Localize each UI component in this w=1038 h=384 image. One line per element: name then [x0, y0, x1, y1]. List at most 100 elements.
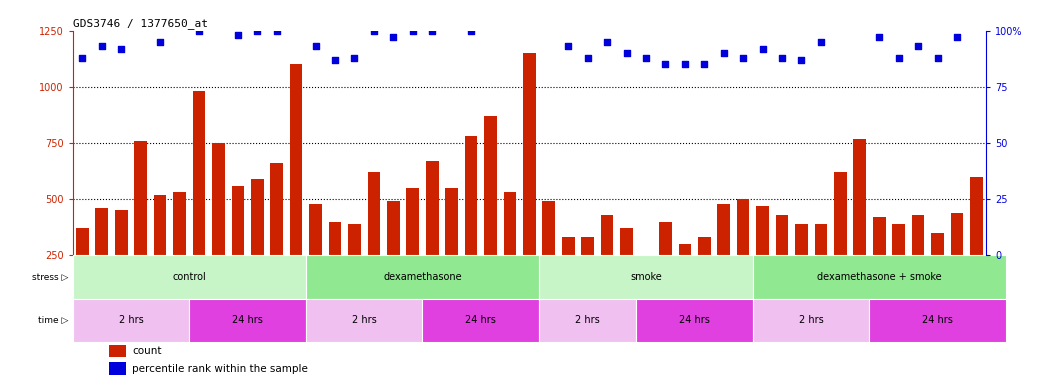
- Bar: [271, 163, 283, 311]
- Text: stress ▷: stress ▷: [32, 273, 69, 281]
- Bar: [971, 177, 983, 311]
- Text: 2 hrs: 2 hrs: [352, 315, 377, 325]
- Bar: [387, 202, 400, 311]
- Point: [657, 61, 674, 68]
- Text: 24 hrs: 24 hrs: [233, 315, 263, 325]
- Bar: [853, 139, 866, 311]
- Bar: [407, 188, 419, 311]
- Text: 24 hrs: 24 hrs: [465, 315, 496, 325]
- Text: 24 hrs: 24 hrs: [679, 315, 710, 325]
- Bar: [484, 116, 497, 311]
- Bar: [543, 202, 555, 311]
- Point: [269, 28, 285, 34]
- Point: [229, 32, 246, 38]
- Bar: [737, 199, 749, 311]
- Bar: [367, 172, 380, 311]
- Text: percentile rank within the sample: percentile rank within the sample: [132, 364, 308, 374]
- Bar: [873, 217, 885, 311]
- Bar: [951, 213, 963, 311]
- Bar: [659, 222, 672, 311]
- Bar: [698, 237, 711, 311]
- Bar: [775, 215, 788, 311]
- Bar: [795, 224, 808, 311]
- Bar: [539, 299, 636, 342]
- Bar: [115, 210, 128, 311]
- Bar: [757, 206, 769, 311]
- Point: [521, 0, 538, 5]
- Bar: [465, 136, 477, 311]
- Bar: [562, 237, 575, 311]
- Text: dexamethasone: dexamethasone: [383, 272, 462, 282]
- Bar: [870, 299, 1006, 342]
- Bar: [189, 299, 306, 342]
- Bar: [290, 65, 302, 311]
- Point: [832, 21, 849, 27]
- Bar: [154, 195, 166, 311]
- Point: [443, 7, 460, 13]
- Point: [851, 17, 868, 23]
- Bar: [306, 299, 422, 342]
- Point: [501, 19, 518, 25]
- Point: [909, 43, 926, 50]
- Bar: [173, 192, 186, 311]
- Bar: [109, 362, 126, 375]
- Text: time ▷: time ▷: [37, 316, 69, 324]
- Bar: [753, 299, 870, 342]
- Point: [891, 55, 907, 61]
- Point: [949, 35, 965, 41]
- Bar: [581, 237, 594, 311]
- Bar: [503, 192, 516, 311]
- Bar: [306, 255, 539, 299]
- Point: [133, 23, 149, 29]
- Point: [327, 57, 344, 63]
- Text: control: control: [172, 272, 207, 282]
- Point: [637, 55, 654, 61]
- Point: [677, 61, 693, 68]
- Bar: [621, 228, 633, 311]
- Point: [424, 28, 440, 34]
- Bar: [539, 255, 753, 299]
- Bar: [523, 53, 536, 311]
- Text: 2 hrs: 2 hrs: [799, 315, 823, 325]
- Point: [346, 55, 362, 61]
- Text: 24 hrs: 24 hrs: [922, 315, 953, 325]
- Bar: [348, 224, 361, 311]
- Point: [307, 43, 324, 50]
- Bar: [73, 255, 306, 299]
- Bar: [212, 143, 225, 311]
- Point: [93, 43, 110, 50]
- Text: dexamethasone + smoke: dexamethasone + smoke: [817, 272, 941, 282]
- Bar: [95, 208, 108, 311]
- Bar: [109, 345, 126, 357]
- Text: GDS3746 / 1377650_at: GDS3746 / 1377650_at: [73, 18, 208, 30]
- Bar: [76, 228, 88, 311]
- Bar: [251, 179, 264, 311]
- Point: [793, 57, 810, 63]
- Point: [813, 39, 829, 45]
- Point: [113, 46, 130, 52]
- Bar: [753, 255, 1006, 299]
- Bar: [329, 222, 342, 311]
- Point: [483, 10, 499, 16]
- Point: [715, 50, 732, 56]
- Point: [210, 7, 226, 13]
- Point: [929, 55, 946, 61]
- Text: smoke: smoke: [630, 272, 662, 282]
- Bar: [445, 188, 458, 311]
- Bar: [231, 186, 244, 311]
- Point: [463, 28, 480, 34]
- Text: 2 hrs: 2 hrs: [575, 315, 600, 325]
- Point: [599, 39, 616, 45]
- Bar: [73, 299, 189, 342]
- Point: [171, 21, 188, 27]
- Text: 2 hrs: 2 hrs: [118, 315, 143, 325]
- Point: [735, 55, 752, 61]
- Point: [365, 28, 382, 34]
- Bar: [893, 224, 905, 311]
- Point: [871, 35, 887, 41]
- Point: [696, 61, 713, 68]
- Bar: [601, 215, 613, 311]
- Bar: [426, 161, 438, 311]
- Point: [405, 28, 421, 34]
- Text: count: count: [132, 346, 162, 356]
